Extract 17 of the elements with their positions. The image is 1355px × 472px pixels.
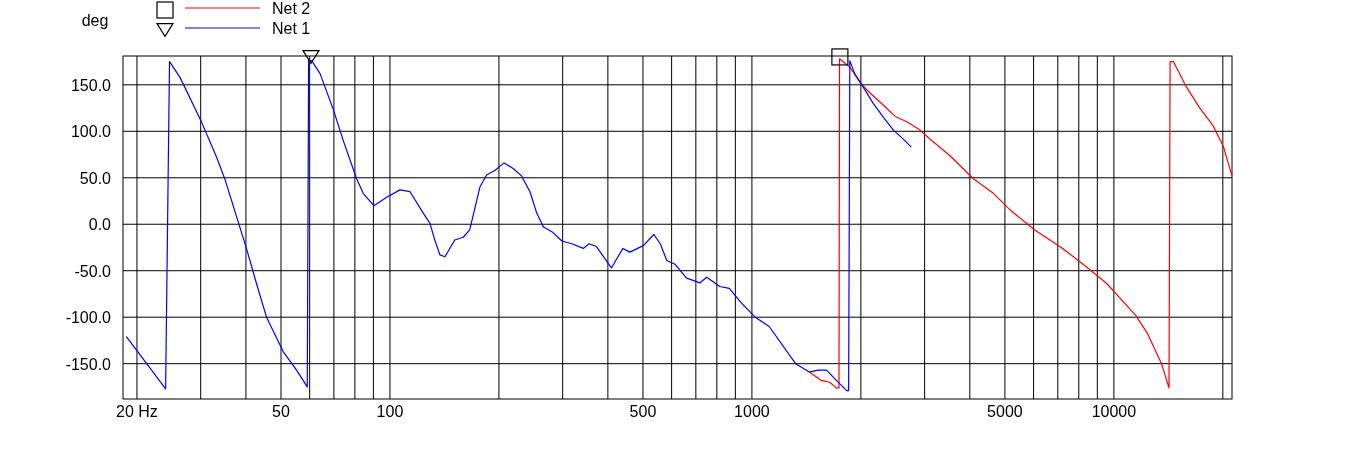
- x-tick-label: 10000: [1091, 403, 1137, 420]
- legend-label: Net 1: [272, 20, 311, 37]
- y-tick-label: 100.0: [70, 123, 112, 141]
- y-tick-label: 0.0: [88, 216, 112, 234]
- x-tick-label: 20 Hz: [116, 403, 158, 420]
- x-tick-label: 50: [272, 403, 290, 420]
- y-tick-label: -100.0: [65, 309, 112, 327]
- y-tick-label: 50.0: [79, 169, 112, 187]
- y-tick-label: -150.0: [65, 355, 112, 373]
- y-tick-label: 150.0: [70, 76, 112, 94]
- legend-label: Net 2: [272, 0, 311, 17]
- x-tick-label: 500: [629, 403, 657, 420]
- y-axis-title: deg: [81, 12, 109, 29]
- x-tick-label: 5000: [987, 403, 1023, 420]
- y-tick-label: -50.0: [74, 262, 112, 280]
- x-tick-label: 100: [376, 403, 404, 420]
- x-tick-label: 1000: [734, 403, 770, 420]
